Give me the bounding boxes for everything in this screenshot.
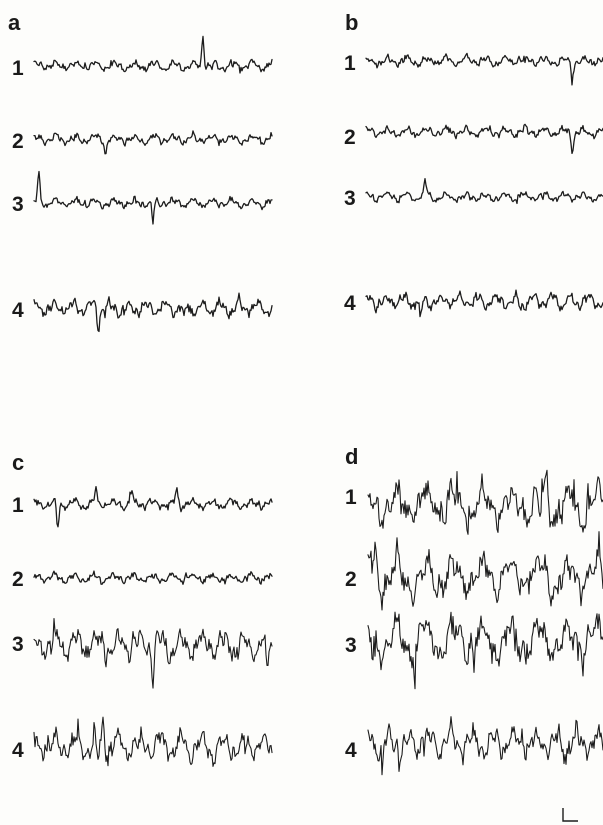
panel-a: a 1 2 3 4 bbox=[8, 10, 273, 333]
trace-label-c-2: 2 bbox=[12, 568, 24, 591]
trace-label-d-1: 1 bbox=[345, 486, 357, 509]
trace-a-1 bbox=[33, 35, 273, 74]
trace-label-b-4: 4 bbox=[344, 292, 356, 315]
trace-c-3 bbox=[33, 617, 273, 689]
trace-label-d-4: 4 bbox=[345, 739, 357, 762]
trace-label-b-2: 2 bbox=[344, 126, 356, 149]
trace-label-b-1: 1 bbox=[344, 52, 356, 75]
trace-c-4 bbox=[33, 716, 273, 767]
panel-letter-a: a bbox=[8, 10, 21, 35]
panel-d: d 1 2 3 4 bbox=[345, 444, 603, 776]
trace-label-a-2: 2 bbox=[12, 130, 24, 153]
trace-d-3 bbox=[367, 611, 603, 690]
panel-letter-b: b bbox=[345, 10, 358, 35]
trace-label-b-3: 3 bbox=[344, 187, 356, 210]
trace-b-4 bbox=[365, 289, 603, 318]
trace-c-2 bbox=[33, 570, 273, 585]
trace-label-c-1: 1 bbox=[12, 494, 24, 517]
trace-d-1 bbox=[367, 469, 603, 535]
trace-a-3 bbox=[33, 170, 273, 225]
trace-label-a-3: 3 bbox=[12, 193, 24, 216]
trace-b-1 bbox=[365, 52, 603, 86]
trace-d-2 bbox=[367, 531, 603, 611]
trace-label-c-3: 3 bbox=[12, 633, 24, 656]
panel-letter-c: c bbox=[12, 450, 24, 475]
trace-d-4 bbox=[367, 716, 603, 776]
trace-a-2 bbox=[33, 130, 273, 155]
panel-b: b 1 2 3 4 bbox=[344, 10, 603, 318]
trace-label-a-4: 4 bbox=[12, 299, 24, 322]
panel-letter-d: d bbox=[345, 444, 358, 469]
calibration-scale-bar bbox=[562, 808, 578, 822]
trace-c-1 bbox=[33, 485, 273, 528]
trace-a-4 bbox=[33, 292, 273, 333]
panel-c: c 1 2 3 4 bbox=[12, 450, 273, 767]
trace-label-d-3: 3 bbox=[345, 634, 357, 657]
trace-label-a-1: 1 bbox=[12, 57, 24, 80]
trace-label-d-2: 2 bbox=[345, 568, 357, 591]
trace-label-c-4: 4 bbox=[12, 739, 24, 762]
trace-b-2 bbox=[365, 123, 603, 155]
trace-b-3 bbox=[365, 178, 603, 205]
